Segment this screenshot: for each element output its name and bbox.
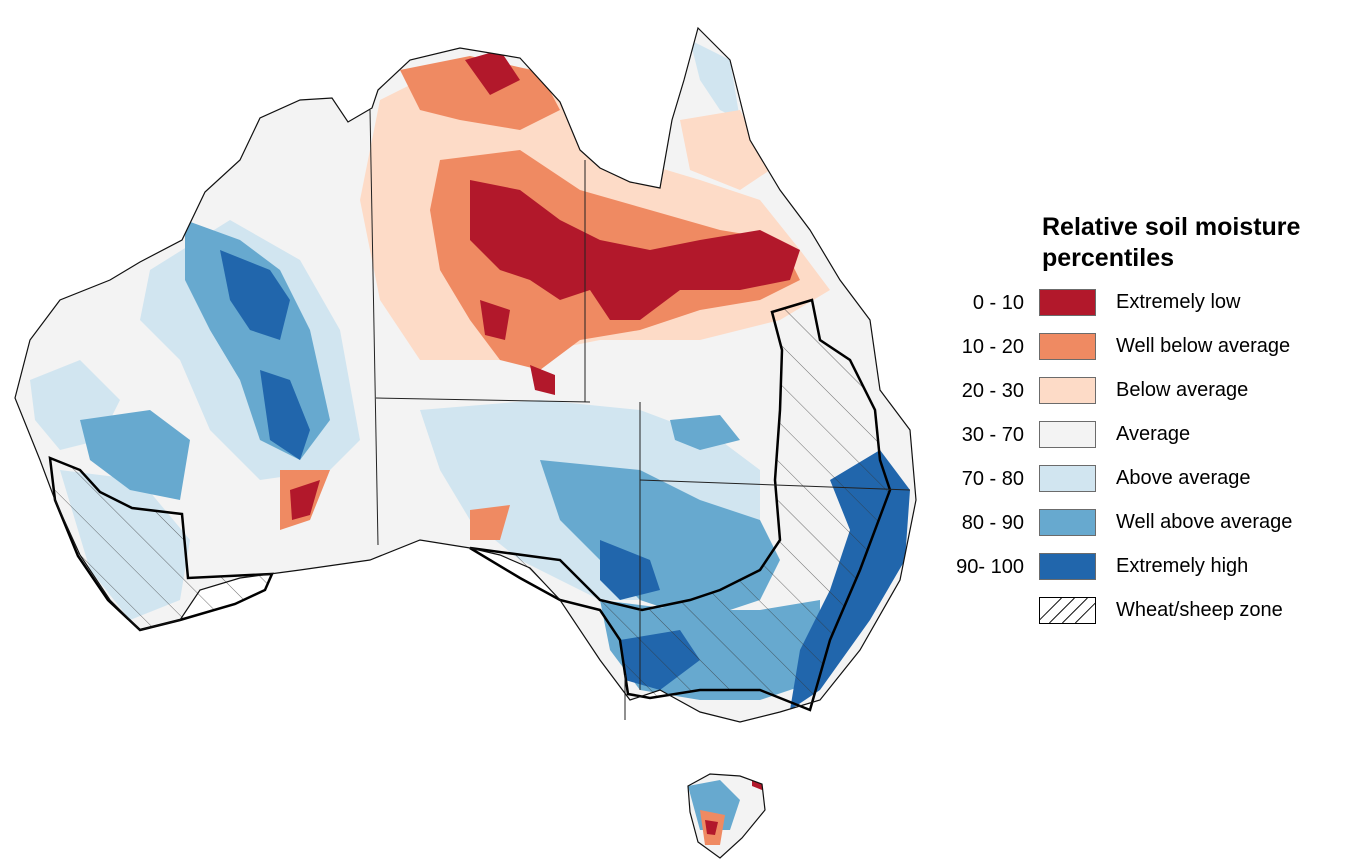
legend-row-extremely-high: 90- 100 Extremely high <box>944 546 1349 590</box>
region-extremely-low-north <box>470 180 800 320</box>
legend-row-wheat-sheep-zone: Wheat/sheep zone <box>944 590 1349 634</box>
wheat-zone-boundary-east <box>469 298 892 712</box>
legend-swatch-below-average <box>1039 377 1096 404</box>
legend-swatch-average <box>1039 421 1096 448</box>
legend-range: 30 - 70 <box>961 424 1024 446</box>
wheat-zone-boundary-west <box>48 456 274 632</box>
legend-range: 70 - 80 <box>961 468 1024 490</box>
legend-swatch-well-above-average <box>1039 509 1096 536</box>
legend-title-line1: Relative soil moisture <box>1042 213 1301 241</box>
legend-row-well-above-average: 80 - 90 Well above average <box>944 502 1349 546</box>
legend-swatch-above-average <box>1039 465 1096 492</box>
legend-label: Wheat/sheep zone <box>1116 599 1283 621</box>
state-borders <box>369 109 911 720</box>
legend-rows: 0 - 10 Extremely low 10 - 20 Well below … <box>944 282 1349 634</box>
legend-row-extremely-low: 0 - 10 Extremely low <box>944 282 1349 326</box>
legend-label: Well above average <box>1116 511 1293 533</box>
legend-swatch-well-below-average <box>1039 333 1096 360</box>
legend-row-below-average: 20 - 30 Below average <box>944 370 1349 414</box>
legend-row-above-average: 70 - 80 Above average <box>944 458 1349 502</box>
legend-range: 80 - 90 <box>961 512 1024 534</box>
legend-range: 0 - 10 <box>972 292 1024 314</box>
legend-label: Extremely low <box>1116 291 1241 313</box>
legend-swatch-extremely-low <box>1039 289 1096 316</box>
legend-range: 10 - 20 <box>961 336 1024 358</box>
legend-label: Above average <box>1116 467 1251 489</box>
legend-label: Well below average <box>1116 335 1291 357</box>
legend-label: Extremely high <box>1116 555 1249 577</box>
legend: Relative soil moisture percentiles 0 - 1… <box>944 212 1349 634</box>
legend-range: 90- 100 <box>956 556 1024 578</box>
tasmania <box>687 773 766 859</box>
legend-row-well-below-average: 10 - 20 Well below average <box>944 326 1349 370</box>
legend-swatch-extremely-high <box>1039 553 1096 580</box>
legend-title-line2: percentiles <box>1042 244 1175 272</box>
legend-row-average: 30 - 70 Average <box>944 414 1349 458</box>
legend-swatch-wheat-sheep-zone <box>1039 597 1096 624</box>
region-extremely-high-west <box>220 250 290 340</box>
legend-label: Below average <box>1116 379 1249 401</box>
legend-range: 20 - 30 <box>961 380 1024 402</box>
region-above-average-ne <box>690 40 740 120</box>
legend-label: Average <box>1116 423 1191 445</box>
